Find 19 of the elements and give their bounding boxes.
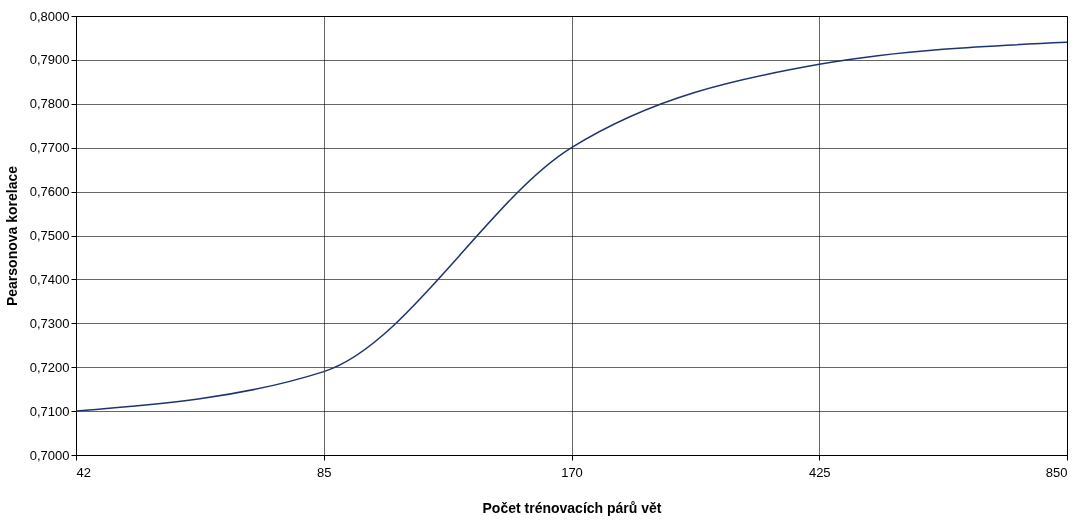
y-tick-label: 0,7300 — [29, 315, 70, 331]
y-tick-label: 0,7600 — [29, 184, 70, 200]
x-tick-label: 85 — [317, 464, 332, 480]
y-tick-label: 0,7000 — [29, 447, 70, 463]
y-tick-label: 0,7400 — [29, 271, 70, 287]
y-tick-label: 0,7200 — [29, 359, 70, 375]
y-axis-title: Pearsonova korelace — [3, 165, 20, 307]
y-tick-label: 0,7700 — [29, 140, 70, 156]
x-tick-label: 42 — [76, 464, 91, 480]
x-axis-title: Počet trénovacích párů vět — [482, 499, 662, 516]
x-tick-label: 170 — [561, 464, 583, 480]
y-tick-label: 0,7100 — [29, 403, 70, 419]
y-tick-label: 0,8000 — [29, 8, 70, 24]
y-tick-label: 0,7900 — [29, 52, 70, 68]
x-tick-label: 850 — [1045, 464, 1068, 480]
y-tick-label: 0,7500 — [29, 228, 70, 243]
line-series — [75, 41, 1068, 412]
y-tick-label: 0,7800 — [29, 96, 70, 112]
x-tick-label: 425 — [808, 464, 831, 480]
